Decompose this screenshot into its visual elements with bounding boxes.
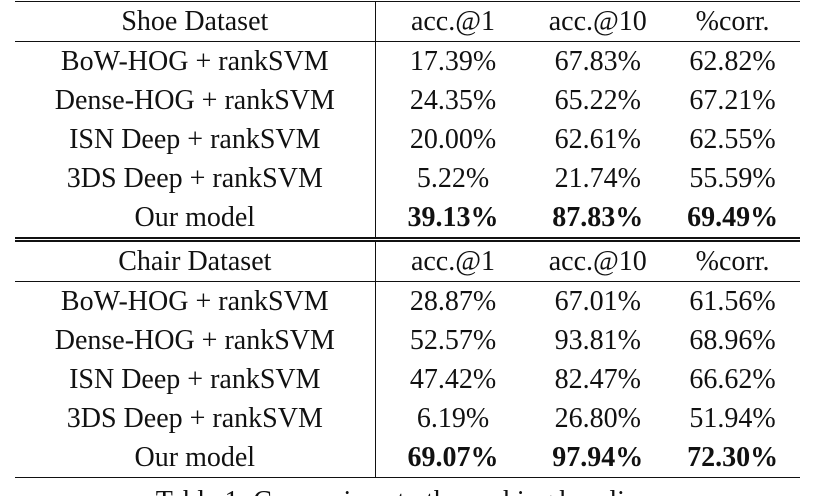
- method-cell: Our model: [15, 438, 376, 478]
- value-cell: 72.30%: [665, 438, 800, 478]
- value-cell: 21.74%: [554, 163, 641, 194]
- value-cell: 26.80%: [554, 403, 641, 434]
- data-row: Dense-HOG + rankSVM 52.57% 93.81% 68.96%: [15, 321, 800, 360]
- value-cell: 62.55%: [689, 124, 776, 155]
- data-row: BoW-HOG + rankSVM 28.87% 67.01% 61.56%: [15, 281, 800, 321]
- method-cell: 3DS Deep + rankSVM: [15, 399, 376, 438]
- value-cell: 61.56%: [689, 286, 776, 317]
- header-cell: Shoe Dataset: [15, 1, 376, 42]
- value-cell: 69.49%: [687, 202, 779, 233]
- header-cell: acc.@10: [530, 237, 666, 282]
- value-cell: 66.62%: [689, 364, 776, 395]
- table-section: Chair Dataset acc.@1 acc.@10 %corr. BoW-HOG …: [15, 237, 800, 478]
- value-cell: 69.07%: [375, 438, 531, 478]
- table-section: Shoe Dataset acc.@1 acc.@10 %corr. BoW-HOG +…: [15, 1, 800, 240]
- table-caption: Table 1: Comparison to the ranking basel…: [0, 486, 818, 496]
- method-cell: BoW-HOG + rankSVM: [15, 281, 376, 321]
- header-row: Shoe Dataset acc.@1 acc.@10 %corr.: [15, 1, 800, 42]
- value-cell: 20.00%: [409, 124, 497, 155]
- data-row: 3DS Deep + rankSVM 6.19% 26.80% 51.94%: [15, 399, 800, 438]
- value-cell: 52.57%: [409, 325, 497, 356]
- value-cell: 24.35%: [409, 85, 497, 116]
- results-table: Shoe Dataset acc.@1 acc.@10 %corr. BoW-HOG +…: [15, 1, 800, 478]
- value-cell: 93.81%: [554, 325, 641, 356]
- value-cell: 51.94%: [689, 403, 776, 434]
- method-cell: 3DS Deep + rankSVM: [15, 159, 376, 198]
- value-cell: 55.59%: [689, 163, 776, 194]
- data-row: ISN Deep + rankSVM 20.00% 62.61% 62.55%: [15, 120, 800, 159]
- value-cell: 47.42%: [409, 364, 497, 395]
- value-cell: 68.96%: [689, 325, 776, 356]
- header-cell: acc.@1: [375, 237, 531, 282]
- header-cell: acc.@1: [375, 1, 531, 42]
- value-cell: 67.21%: [689, 85, 776, 116]
- header-cell: %corr.: [665, 237, 800, 282]
- value-cell: 87.83%: [552, 202, 644, 233]
- value-cell: 62.82%: [689, 46, 776, 77]
- value-cell: 6.19%: [416, 403, 490, 434]
- method-cell: Our model: [15, 198, 376, 240]
- value-cell: 97.94%: [530, 438, 666, 478]
- value-cell: 5.22%: [416, 163, 490, 194]
- method-cell: Dense-HOG + rankSVM: [15, 81, 376, 120]
- value-cell: 28.87%: [409, 286, 497, 317]
- header-cell: acc.@10: [530, 1, 666, 42]
- method-cell: ISN Deep + rankSVM: [15, 120, 376, 159]
- method-cell: Dense-HOG + rankSVM: [15, 321, 376, 360]
- value-cell: 65.22%: [554, 85, 641, 116]
- value-cell: 62.61%: [554, 124, 641, 155]
- header-cell: %corr.: [665, 1, 800, 42]
- data-row: ISN Deep + rankSVM 47.42% 82.47% 66.62%: [15, 360, 800, 399]
- data-row: Our model 39.13% 87.83% 69.49%: [15, 198, 800, 240]
- header-cell: Chair Dataset: [15, 237, 376, 282]
- data-row: Our model 69.07% 97.94% 72.30%: [15, 438, 800, 478]
- header-row: Chair Dataset acc.@1 acc.@10 %corr.: [15, 237, 800, 282]
- value-cell: 67.01%: [554, 286, 641, 317]
- value-cell: 82.47%: [554, 364, 641, 395]
- method-cell: BoW-HOG + rankSVM: [15, 41, 376, 81]
- value-cell: 39.13%: [407, 202, 499, 233]
- data-row: BoW-HOG + rankSVM 17.39% 67.83% 62.82%: [15, 41, 800, 81]
- method-cell: ISN Deep + rankSVM: [15, 360, 376, 399]
- value-cell: 67.83%: [554, 46, 641, 77]
- data-row: 3DS Deep + rankSVM 5.22% 21.74% 55.59%: [15, 159, 800, 198]
- value-cell: 17.39%: [409, 46, 497, 77]
- data-row: Dense-HOG + rankSVM 24.35% 65.22% 67.21%: [15, 81, 800, 120]
